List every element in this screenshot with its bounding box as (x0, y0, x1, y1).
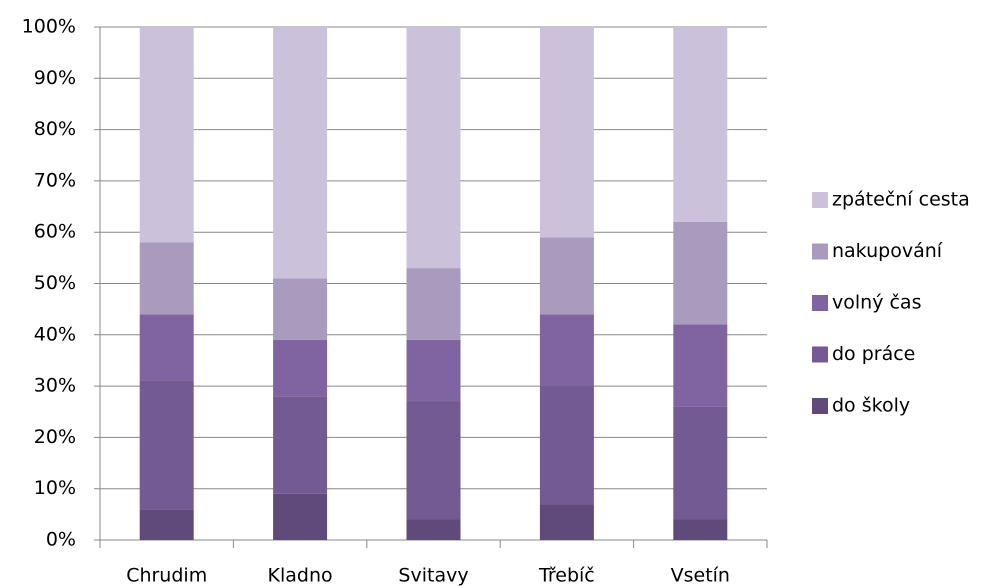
legend-swatch (812, 243, 828, 260)
bar-segment (673, 221, 728, 325)
bar-segment (673, 519, 728, 540)
bar-segment (139, 314, 194, 381)
bar-segment (406, 519, 461, 540)
bar-segment (539, 27, 594, 238)
y-tick-label: 80% (34, 118, 76, 140)
legend-swatch (812, 192, 828, 208)
bar-segment (139, 509, 194, 540)
bar-segment (539, 386, 594, 505)
y-tick-label: 60% (34, 221, 76, 243)
bar-segment (539, 504, 594, 540)
bar-segment (406, 401, 461, 520)
bar-segment (139, 27, 194, 243)
y-tick-label: 40% (34, 323, 76, 345)
bar-segment (673, 324, 728, 407)
y-tick-label: 20% (34, 426, 76, 448)
bar-segment (273, 339, 328, 397)
bar-segment (273, 278, 328, 340)
legend-label: do práce (832, 343, 915, 365)
y-tick-label: 10% (34, 477, 76, 499)
legend-label: do školy (832, 395, 910, 417)
bar-segment (406, 27, 461, 269)
x-tick-label: Třebíč (538, 565, 595, 587)
x-tick-label: Svitavy (398, 565, 468, 587)
bar-segment (273, 27, 328, 279)
bar-segment (673, 406, 728, 520)
bar-segment (273, 493, 328, 540)
y-tick-label: 50% (34, 272, 76, 294)
bar-segment (539, 237, 594, 315)
x-tick-label: Chrudim (126, 565, 207, 587)
y-tick-label: 100% (22, 16, 76, 38)
bar-segment (406, 268, 461, 340)
legend-swatch (812, 295, 828, 311)
y-tick-label: 70% (34, 169, 76, 191)
bar-segment (273, 396, 328, 494)
y-tick-label: 0% (46, 529, 76, 551)
bar-segment (539, 314, 594, 387)
bar-segment (673, 27, 728, 222)
x-tick-label: Vsetín (671, 565, 730, 587)
legend-label: zpáteční cesta (832, 189, 970, 211)
x-tick-label: Kladno (268, 565, 333, 587)
legend-swatch (812, 346, 828, 363)
bar-segment (139, 242, 194, 315)
legend-label: nakupování (832, 240, 943, 262)
bar-segment (139, 380, 194, 510)
legend-swatch (812, 398, 828, 414)
bar-segment (406, 339, 461, 402)
legend-label: volný čas (832, 292, 921, 314)
y-tick-label: 90% (34, 67, 76, 89)
y-tick-label: 30% (34, 375, 76, 397)
